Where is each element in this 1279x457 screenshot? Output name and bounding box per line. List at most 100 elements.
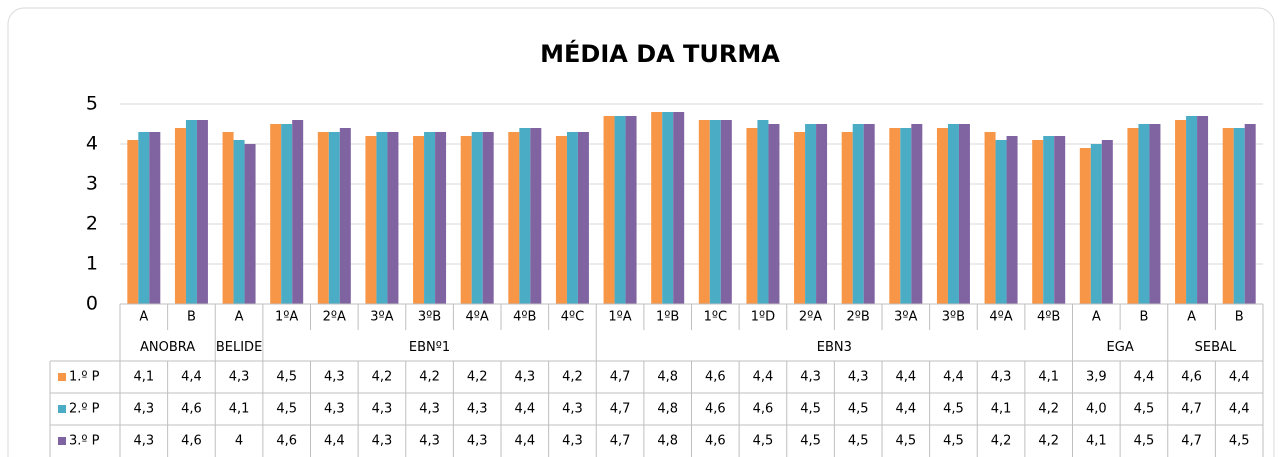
bar bbox=[530, 128, 542, 304]
table-cell: 4,5 bbox=[848, 434, 869, 449]
bar bbox=[281, 124, 293, 304]
table-cell: 4,3 bbox=[133, 402, 154, 417]
x-tick-label: 1ºB bbox=[656, 310, 679, 325]
bar bbox=[984, 132, 996, 304]
bar bbox=[1244, 124, 1256, 304]
table-cell: 4,1 bbox=[229, 402, 250, 417]
group-label: ANOBRA bbox=[140, 340, 195, 355]
table-cell: 4,7 bbox=[610, 370, 631, 385]
table-cell: 4,6 bbox=[753, 402, 774, 417]
table-cell: 4,3 bbox=[848, 370, 869, 385]
bar bbox=[365, 136, 377, 304]
table-cell: 4,2 bbox=[372, 370, 393, 385]
table-cell: 4,5 bbox=[895, 434, 916, 449]
table-cell: 4,3 bbox=[467, 434, 488, 449]
bar bbox=[222, 132, 234, 304]
bar bbox=[625, 116, 637, 304]
table-cell: 4,5 bbox=[753, 434, 774, 449]
bar bbox=[196, 120, 208, 304]
bar bbox=[1127, 128, 1139, 304]
bar bbox=[936, 128, 948, 304]
table-cell: 4,2 bbox=[1038, 402, 1059, 417]
table-cell: 4,3 bbox=[419, 402, 440, 417]
table-cell: 4,7 bbox=[1181, 434, 1202, 449]
table-cell: 4,7 bbox=[610, 402, 631, 417]
table-cell: 4,3 bbox=[562, 434, 583, 449]
bar bbox=[1222, 128, 1234, 304]
bar bbox=[376, 132, 388, 304]
table-cell: 4,5 bbox=[1229, 434, 1250, 449]
x-tick-label: 3ºA bbox=[894, 310, 917, 325]
table-cell: 4,3 bbox=[562, 402, 583, 417]
bar bbox=[328, 132, 340, 304]
table-cell: 4,3 bbox=[991, 370, 1012, 385]
table-cell: 4,4 bbox=[753, 370, 774, 385]
table-cell: 4,4 bbox=[514, 402, 535, 417]
x-tick-label: A bbox=[139, 310, 148, 325]
bar bbox=[698, 120, 710, 304]
table-cell: 4,6 bbox=[181, 402, 202, 417]
x-tick-label: 4ºB bbox=[513, 310, 536, 325]
table-cell: 4,6 bbox=[1181, 370, 1202, 385]
y-tick-label: 0 bbox=[86, 293, 98, 315]
bar bbox=[471, 132, 483, 304]
bar bbox=[709, 120, 721, 304]
bar bbox=[1043, 136, 1055, 304]
table-cell: 4,5 bbox=[276, 370, 297, 385]
table-cell: 4,6 bbox=[276, 434, 297, 449]
bar bbox=[651, 112, 663, 304]
table-cell: 4,2 bbox=[1038, 434, 1059, 449]
bar bbox=[889, 128, 901, 304]
y-tick-label: 1 bbox=[86, 253, 98, 275]
table-cell: 4,8 bbox=[657, 434, 678, 449]
table-cell: 4,2 bbox=[419, 370, 440, 385]
group-label: EGA bbox=[1107, 340, 1134, 355]
table-cell: 4,3 bbox=[419, 434, 440, 449]
legend-label: 1.º P bbox=[69, 370, 100, 385]
bar bbox=[841, 132, 853, 304]
table-cell: 4,4 bbox=[1229, 370, 1250, 385]
bar bbox=[1138, 124, 1150, 304]
chart-title: MÉDIA DA TURMA bbox=[540, 39, 780, 68]
bar bbox=[816, 124, 828, 304]
legend-swatch bbox=[58, 437, 66, 445]
bar bbox=[1175, 120, 1187, 304]
bar bbox=[270, 124, 282, 304]
table-cell: 4,4 bbox=[181, 370, 202, 385]
table-cell: 4,2 bbox=[562, 370, 583, 385]
table-cell: 4,3 bbox=[372, 434, 393, 449]
bar bbox=[1149, 124, 1161, 304]
bar bbox=[1186, 116, 1198, 304]
table-cell: 4,1 bbox=[1086, 434, 1107, 449]
bar bbox=[1079, 148, 1091, 304]
bar bbox=[413, 136, 425, 304]
x-tick-label: 4ºA bbox=[466, 310, 489, 325]
table-cell: 4,5 bbox=[1134, 434, 1155, 449]
x-tick-label: 2ºB bbox=[847, 310, 870, 325]
bar bbox=[482, 132, 494, 304]
bar bbox=[1032, 140, 1044, 304]
table-cell: 4,4 bbox=[1229, 402, 1250, 417]
x-tick-label: A bbox=[1092, 310, 1101, 325]
bar bbox=[995, 140, 1007, 304]
table-cell: 4,4 bbox=[943, 370, 964, 385]
bar bbox=[185, 120, 197, 304]
x-tick-label: 3ºB bbox=[942, 310, 965, 325]
bar bbox=[577, 132, 589, 304]
x-tick-label: B bbox=[1139, 310, 1148, 325]
table-cell: 4,1 bbox=[991, 402, 1012, 417]
x-tick-label: A bbox=[1187, 310, 1196, 325]
table-cell: 4,6 bbox=[705, 402, 726, 417]
x-tick-label: B bbox=[1235, 310, 1244, 325]
bar bbox=[852, 124, 864, 304]
x-tick-label: A bbox=[235, 310, 244, 325]
table-cell: 4,5 bbox=[848, 402, 869, 417]
bar bbox=[149, 132, 161, 304]
table-cell: 4,4 bbox=[895, 402, 916, 417]
x-tick-label: 4ºB bbox=[1037, 310, 1060, 325]
bar bbox=[174, 128, 186, 304]
group-label: EBNº1 bbox=[409, 340, 450, 355]
bar bbox=[138, 132, 150, 304]
x-tick-label: 4ºA bbox=[989, 310, 1012, 325]
